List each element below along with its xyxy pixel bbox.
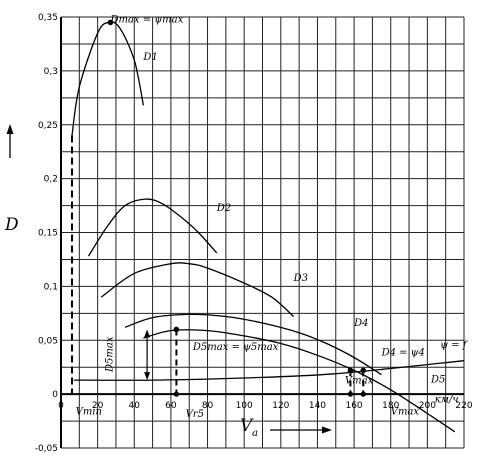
x-tick-label: 140 xyxy=(309,401,326,411)
x-axis-label-sub: a xyxy=(252,428,258,439)
annotation-d3: D3 xyxy=(293,273,308,284)
x-axis-label: V xyxy=(240,416,254,436)
series-line-d4 xyxy=(124,313,382,376)
annotation-d2: D2 xyxy=(216,203,231,214)
marker-base-point xyxy=(173,391,180,397)
markers xyxy=(70,19,367,397)
annotations: Dmax = ψmax D1 D2 D3 D4 D5max = ψ5max D5max D4 … xyxy=(76,14,469,419)
x-tick-label: 20 xyxy=(92,401,104,411)
y-tick-label: 0,25 xyxy=(38,121,58,131)
y-tick-label: 0,1 xyxy=(44,282,58,292)
d5max-arrow-top xyxy=(144,329,151,338)
y-tick-label: 0,3 xyxy=(44,67,58,77)
y-tick-label: 0,05 xyxy=(38,336,58,346)
series-line-d5 xyxy=(143,329,456,433)
x-tick-label: 100 xyxy=(236,401,253,411)
y-axis-label: D xyxy=(4,215,19,235)
annotation-d4-4: D4 = ψ4 xyxy=(381,347,425,358)
marker-point xyxy=(347,367,354,374)
x-tick-label: 160 xyxy=(345,401,362,411)
x-tick-label: 0 xyxy=(58,401,64,411)
annotation-vmax: Vmax xyxy=(391,407,420,418)
x-tick-label: 80 xyxy=(202,401,214,411)
marker-point xyxy=(360,367,367,374)
annotation-vmax: Vmax xyxy=(345,375,374,386)
annotation-d5max-5max: D5max = ψ5max xyxy=(192,342,279,353)
series-line-d2 xyxy=(87,198,218,257)
series-line-d1 xyxy=(71,21,145,136)
annotation-f: ψ = f xyxy=(440,340,469,351)
y-tick-label: 0,15 xyxy=(38,229,58,239)
annotation-d5max: D5max xyxy=(104,336,115,373)
annotation-d1: D1 xyxy=(142,52,157,63)
x-tick-label: 220 xyxy=(455,401,472,411)
annotation-vr5: Vr5 xyxy=(186,409,204,420)
y-axis-title: D xyxy=(4,124,19,235)
annotation-d5: D5 xyxy=(430,374,445,385)
x-axis-title: V a xyxy=(240,416,332,439)
y-tick-label: 0,2 xyxy=(44,175,58,185)
x-tick-label: 180 xyxy=(382,401,399,411)
y-tick-label: 0 xyxy=(52,390,58,400)
annotation-vmin: Vmin xyxy=(76,407,102,418)
annotation-dmax-max: Dmax = ψmax xyxy=(109,14,183,25)
x-tick-label: 60 xyxy=(165,401,177,411)
d5max-arrow-bottom xyxy=(144,372,151,381)
x-tick-label: 200 xyxy=(419,401,436,411)
marker-point xyxy=(173,326,180,333)
x-tick-label: 40 xyxy=(129,401,141,411)
y-tick-label: -0,05 xyxy=(35,444,58,454)
annotation-d4: D4 xyxy=(353,318,368,329)
y-tick-label: 0,35 xyxy=(38,13,58,23)
marker-base-point xyxy=(360,391,366,397)
x-tick-label: 120 xyxy=(272,401,289,411)
grid xyxy=(60,16,465,449)
marker-base-point xyxy=(347,391,354,397)
annotation-label: км/ч xyxy=(435,395,459,406)
marker-point xyxy=(107,19,114,26)
series-line-d3 xyxy=(100,262,295,317)
series-curves xyxy=(71,21,465,433)
tick-labels: 0 20 40 60 80 100 120 140 160 180 200 220 0,35 0,3 0,2… xyxy=(35,13,473,454)
series-line-f xyxy=(73,360,465,381)
